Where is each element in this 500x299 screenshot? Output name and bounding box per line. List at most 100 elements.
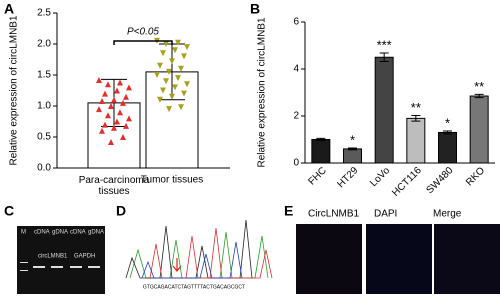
- significance: *: [445, 115, 450, 130]
- error-bar: [411, 115, 421, 122]
- data-point: [111, 96, 117, 103]
- bar: [343, 148, 362, 164]
- data-point: [123, 122, 129, 129]
- data-point: [178, 104, 184, 111]
- x-tick-label: Tumor tissues: [141, 175, 203, 186]
- data-point: [108, 138, 114, 145]
- panel-label: D: [116, 203, 126, 219]
- x-tick-label: Para-carcinoma tissues: [79, 175, 150, 197]
- data-point: [114, 118, 120, 125]
- gel-image: [17, 226, 105, 294]
- bar: [438, 131, 457, 164]
- channel-label: CircLNMB1: [308, 209, 360, 220]
- significance: ***: [377, 37, 392, 52]
- bar: [374, 56, 394, 164]
- data-point: [175, 75, 181, 82]
- significance: **: [411, 100, 421, 115]
- data-point: [178, 65, 184, 72]
- image-tile: [366, 224, 432, 294]
- panel-label: E: [284, 203, 293, 219]
- y-tick-label: 6: [293, 17, 299, 28]
- x-tick-label: LoVo: [368, 165, 392, 189]
- gel-lane: cDNA: [34, 230, 50, 236]
- data-point: [102, 121, 108, 128]
- y-tick-label: 0.0: [37, 163, 51, 174]
- chromatogram: [125, 219, 273, 279]
- data-point: [175, 39, 181, 46]
- gel-lane: cDNA: [70, 230, 86, 236]
- data-point: [181, 53, 187, 60]
- data-point: [99, 127, 105, 134]
- channel-label: Merge: [433, 209, 462, 220]
- significance: **: [474, 79, 484, 94]
- gel-gene: GAPDH: [74, 254, 95, 260]
- x-tick-label: SW480: [425, 165, 456, 196]
- y-tick-label: 2.0: [37, 39, 51, 50]
- panel-label: A: [4, 1, 14, 17]
- error-bar: [316, 137, 326, 142]
- y-tick-label: 4: [293, 64, 299, 75]
- image-tile: [296, 224, 362, 294]
- y-axis-label: Relative expression of circLMNB1: [9, 15, 20, 165]
- data-point: [184, 44, 190, 51]
- gel-gene: circLMNB1: [38, 254, 68, 260]
- data-point: [184, 81, 190, 88]
- panel-label: C: [4, 203, 14, 219]
- data-point: [126, 115, 132, 122]
- gel-lane: gDNA: [52, 230, 68, 236]
- data-point: [160, 87, 166, 94]
- y-tick-label: 1.0: [37, 101, 51, 112]
- x-tick-label: HCT116: [390, 165, 424, 199]
- data-point: [160, 50, 166, 57]
- data-point: [154, 72, 160, 78]
- data-point: [117, 79, 123, 86]
- y-tick-label: 2: [293, 111, 299, 122]
- data-point: [126, 84, 132, 91]
- sequence: GTGCAGACATCTAGTTTTACTGACAGCGCT: [143, 284, 245, 290]
- data-point: [172, 84, 178, 91]
- data-point: [157, 96, 163, 103]
- x-tick-label: HT29: [335, 165, 360, 190]
- image-tile: [434, 224, 500, 294]
- panel-label: B: [250, 1, 260, 17]
- y-tick-label: 0.5: [37, 132, 51, 143]
- data-point: [105, 112, 111, 119]
- gel-marker: M: [21, 230, 26, 236]
- error-bar: [379, 52, 389, 62]
- gel-lane: gDNA: [88, 230, 104, 236]
- data-point: [96, 76, 102, 83]
- error-bar: [474, 93, 484, 99]
- y-tick-label: 2.5: [37, 8, 51, 19]
- data-point: [108, 103, 114, 109]
- data-point: [181, 90, 187, 97]
- x-tick-label: RKO: [464, 165, 487, 188]
- data-point: [102, 90, 108, 97]
- data-point: [96, 106, 102, 113]
- bar: [469, 95, 489, 164]
- data-point: [123, 93, 129, 100]
- data-point: [172, 47, 178, 54]
- data-point: [117, 109, 123, 116]
- data-point: [166, 68, 172, 75]
- error-bar: [443, 130, 452, 135]
- y-tick-label: 1.5: [37, 70, 51, 81]
- y-tick-label: 0: [293, 158, 299, 169]
- error-bar: [348, 147, 357, 151]
- data-point: [169, 58, 175, 65]
- bar: [311, 139, 331, 164]
- data-point: [166, 106, 172, 113]
- y-axis-label: Relative expression of circLMNB1: [257, 17, 268, 167]
- annotation: P<0.05: [127, 27, 159, 38]
- significance: *: [350, 132, 355, 147]
- data-point: [99, 98, 105, 105]
- bar: [406, 117, 426, 164]
- significance-bracket: [113, 40, 173, 45]
- data-point: [163, 78, 169, 85]
- data-point: [120, 99, 126, 106]
- channel-label: DAPI: [374, 209, 397, 220]
- gel-bands: [20, 262, 100, 271]
- x-tick-label: FHC: [307, 165, 329, 187]
- data-point: [114, 87, 120, 94]
- data-point: [105, 81, 111, 88]
